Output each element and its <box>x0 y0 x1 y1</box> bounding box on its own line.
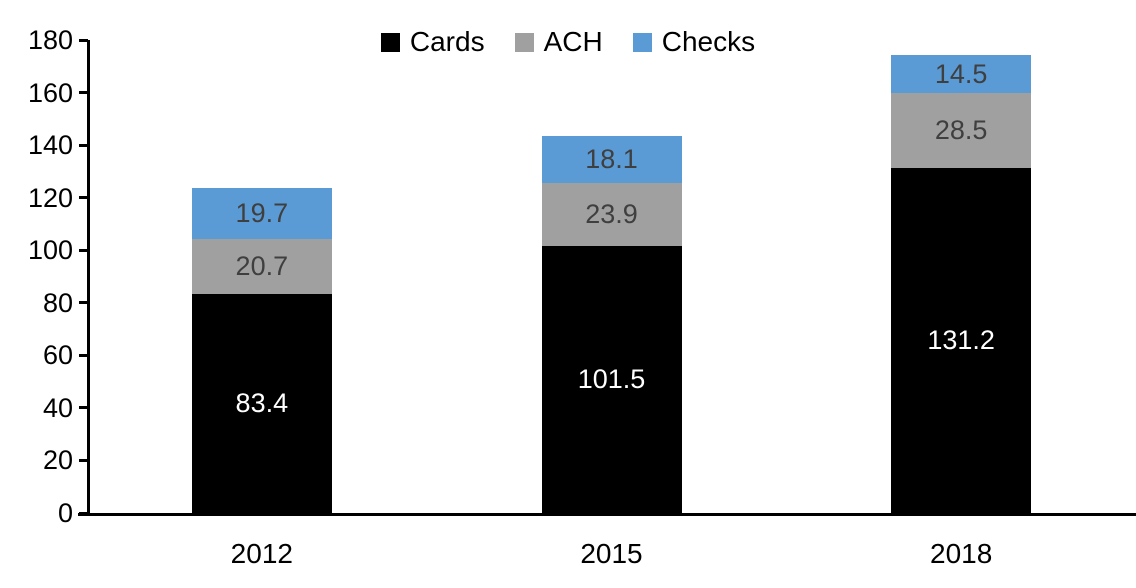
bar-segment-ach-2012[interactable]: 20.7 <box>191 239 332 294</box>
legend-marker <box>514 32 534 52</box>
legend-item-ach[interactable]: ACH <box>514 26 603 58</box>
y-axis-tick <box>79 91 88 95</box>
bar-value-label: 83.4 <box>235 387 289 418</box>
y-axis-label: 20 <box>42 445 73 476</box>
bar-segment-ach-2018[interactable]: 28.5 <box>891 93 1032 169</box>
bar-value-label: 20.7 <box>235 251 289 282</box>
y-axis-label: 120 <box>27 182 73 213</box>
bar-value-label: 18.1 <box>585 144 638 175</box>
bar-segment-cards-2012[interactable]: 83.4 <box>191 293 332 513</box>
y-axis <box>87 40 90 516</box>
bar-value-label: 14.5 <box>934 58 988 89</box>
chart-legend: Cards ACH Checks <box>0 26 1136 58</box>
y-axis-label: 140 <box>27 130 73 161</box>
y-axis-label: 80 <box>42 287 73 318</box>
bar-segment-checks-2018[interactable]: 14.5 <box>891 55 1032 94</box>
y-axis-label: 100 <box>27 235 73 266</box>
y-axis-label: 180 <box>27 25 73 55</box>
y-axis-tick <box>79 301 88 305</box>
y-axis-tick <box>79 511 88 515</box>
bar-value-label: 101.5 <box>577 364 646 395</box>
bar-segment-checks-2012[interactable]: 19.7 <box>191 187 332 240</box>
legend-label: ACH <box>543 26 603 57</box>
y-axis-label: 40 <box>42 392 73 423</box>
y-axis-label: 160 <box>27 77 73 108</box>
legend-item-checks[interactable]: Checks <box>632 26 756 58</box>
x-axis-label: 2018 <box>930 538 993 569</box>
legend-marker <box>380 32 400 52</box>
legend-label: Checks <box>661 26 756 57</box>
x-axis-label: 2012 <box>230 538 293 569</box>
y-axis-label: 0 <box>57 498 73 528</box>
x-axis <box>78 513 1136 516</box>
bar-segment-cards-2018[interactable]: 131.2 <box>891 168 1032 513</box>
y-axis-tick <box>79 38 88 42</box>
legend-marker <box>632 32 652 52</box>
bar-value-label: 19.7 <box>235 198 289 229</box>
bar-segment-checks-2015[interactable]: 18.1 <box>541 135 682 184</box>
bar-value-label: 28.5 <box>934 115 988 146</box>
y-axis-tick <box>79 143 88 147</box>
y-axis-tick <box>79 458 88 462</box>
y-axis-tick <box>79 248 88 252</box>
legend-item-cards[interactable]: Cards <box>380 26 485 58</box>
y-axis-tick <box>79 196 88 200</box>
y-axis-label: 60 <box>42 340 73 371</box>
bar-segment-cards-2015[interactable]: 101.5 <box>541 246 682 513</box>
bar-segment-ach-2015[interactable]: 23.9 <box>541 183 682 247</box>
y-axis-tick <box>79 353 88 357</box>
y-axis-tick <box>79 406 88 410</box>
x-axis-label: 2015 <box>580 538 643 569</box>
legend-label: Cards <box>409 26 485 57</box>
bar-value-label: 131.2 <box>927 325 995 356</box>
bar-value-label: 23.9 <box>585 199 638 230</box>
